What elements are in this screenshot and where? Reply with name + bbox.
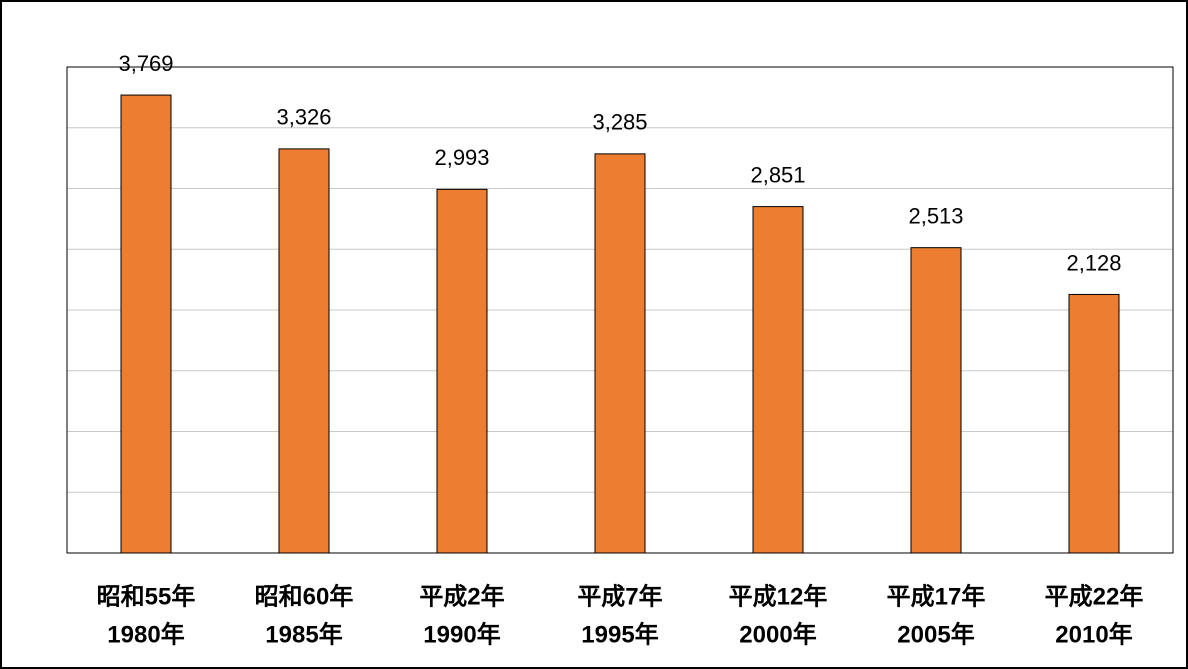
x-tick-label: 1980年 <box>107 620 184 648</box>
x-tick-label: 2000年 <box>739 620 816 648</box>
x-tick-label: 1985年 <box>265 620 342 648</box>
bar <box>910 247 962 554</box>
x-tick-label: 平成2年 <box>419 582 504 610</box>
bar <box>594 153 646 554</box>
x-tick-label: 平成22年 <box>1045 582 1144 610</box>
x-tick-label: 昭和60年 <box>255 582 354 610</box>
value-label: 2,513 <box>908 203 963 228</box>
bar <box>752 206 804 554</box>
bar <box>436 188 488 554</box>
bar <box>120 94 172 554</box>
x-tick-label: 平成7年 <box>577 582 662 610</box>
value-label: 3,326 <box>276 105 331 130</box>
x-tick-label: 平成12年 <box>729 582 828 610</box>
value-label: 2,128 <box>1066 250 1121 275</box>
value-label: 3,769 <box>118 51 173 76</box>
x-tick-label: 昭和55年 <box>97 582 196 610</box>
x-tick-label: 平成17年 <box>887 582 986 610</box>
x-tick-label: 2010年 <box>1055 620 1132 648</box>
x-tick-label: 1995年 <box>581 620 658 648</box>
value-label: 2,993 <box>434 145 489 170</box>
value-label: 3,285 <box>592 110 647 135</box>
value-label: 2,851 <box>750 162 805 187</box>
bar <box>1068 293 1120 554</box>
x-tick-label: 1990年 <box>423 620 500 648</box>
bar <box>278 148 330 554</box>
x-tick-label: 2005年 <box>897 620 974 648</box>
